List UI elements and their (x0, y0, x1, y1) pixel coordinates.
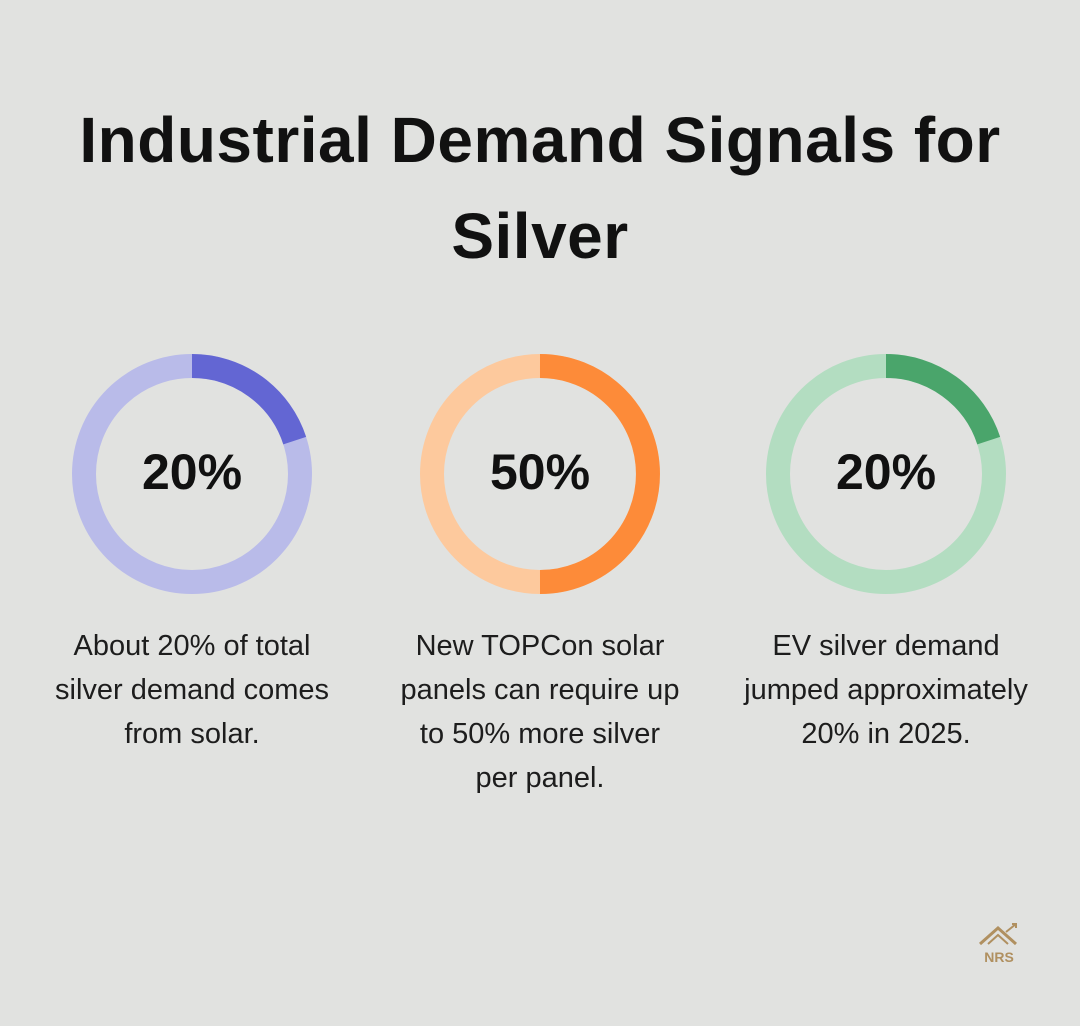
caption: About 20% of total silver demand comes f… (55, 630, 329, 750)
caption: New TOPCon solar panels can require up t… (400, 630, 680, 794)
donut-card: 50% New TOPCon solar panels can require u… (370, 350, 710, 800)
donut-arc (539, 354, 660, 594)
donut-chart: 20% (72, 354, 312, 594)
value-label: 20% (142, 444, 242, 500)
logo-icon (979, 923, 1017, 946)
donut-card: 20% EV silver demand jumped approximately… (716, 350, 1056, 756)
donut-card: 20% About 20% of total silver demand come… (22, 350, 362, 756)
value-label: 50% (490, 444, 590, 500)
donut-arc (885, 354, 1001, 445)
caption: EV silver demand jumped approximately 20… (744, 630, 1028, 750)
donut-arc (191, 354, 307, 445)
title: Industrial Demand Signals for Silver (79, 104, 1001, 272)
logo-text: NRS (984, 949, 1014, 965)
donut-chart: 20% (766, 354, 1006, 594)
donut-chart: 50% (420, 354, 660, 594)
value-label: 20% (836, 444, 936, 500)
logo: NRS (976, 922, 1022, 965)
